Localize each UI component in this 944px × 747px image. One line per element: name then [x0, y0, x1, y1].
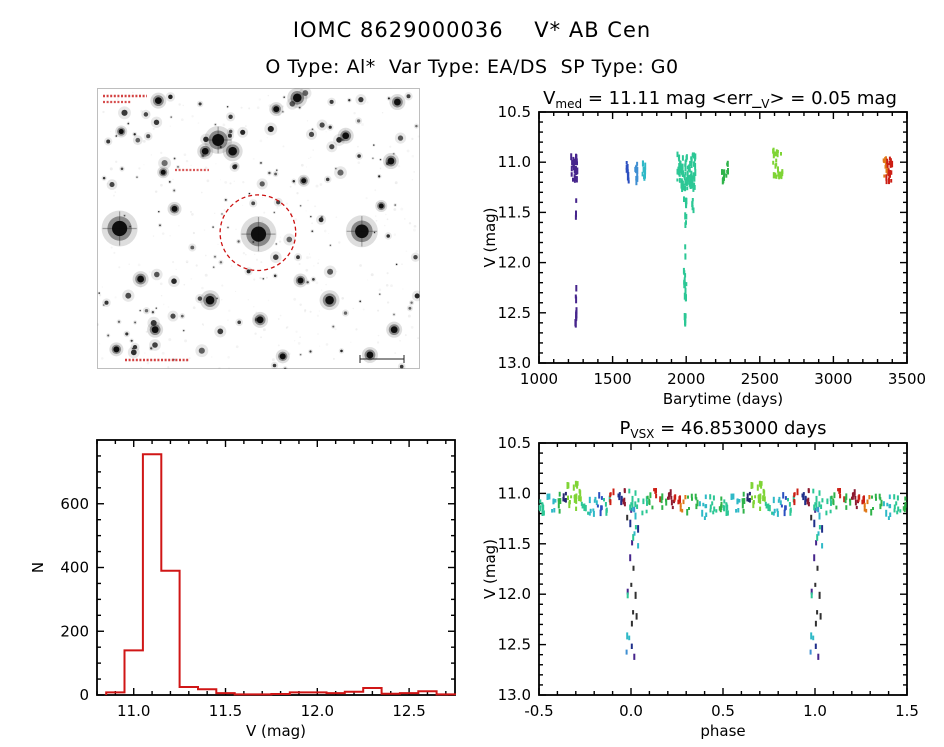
svg-text:11.0: 11.0 [117, 702, 150, 720]
svg-text:3500: 3500 [888, 370, 926, 388]
lightcurve-points [570, 147, 894, 328]
svg-text:1.0: 1.0 [803, 702, 827, 720]
svg-text:0.0: 0.0 [619, 702, 643, 720]
svg-text:N: N [29, 562, 47, 573]
svg-text:2500: 2500 [741, 370, 779, 388]
svg-text:13.0: 13.0 [498, 686, 531, 704]
svg-text:V (mag): V (mag) [481, 207, 499, 267]
svg-text:600: 600 [60, 495, 89, 513]
svg-text:11.0: 11.0 [498, 484, 531, 502]
svg-text:400: 400 [60, 559, 89, 577]
svg-text:13.0: 13.0 [498, 354, 531, 372]
svg-text:11.5: 11.5 [209, 702, 242, 720]
svg-text:V (mag): V (mag) [246, 722, 306, 740]
svg-text:12.5: 12.5 [498, 636, 531, 654]
svg-text:10.5: 10.5 [498, 103, 531, 121]
svg-text:10.5: 10.5 [498, 434, 531, 452]
svg-text:Barytime (days): Barytime (days) [663, 390, 783, 408]
axes: 1000 1500 2000 2500 3000 3500 10.5 11.0 11.5 12.0… [481, 103, 926, 408]
star-field [97, 88, 420, 369]
phase-curve-title: PVSX = 46.853000 days [619, 418, 827, 441]
phase-curve-plot: -0.5 0.0 0.5 1.0 1.5 10.5 11.0 11.5 12.0 12.5 13.0… [481, 434, 919, 740]
svg-text:phase: phase [700, 722, 745, 740]
svg-text:2000: 2000 [667, 370, 705, 388]
axes: -0.5 0.0 0.5 1.0 1.5 10.5 11.0 11.5 12.0 12.5 13.0… [481, 434, 919, 740]
magnitude-histogram-plot: 11.0 11.5 12.0 12.5 0 200 400 600 V (mag) N [29, 439, 456, 740]
svg-text:11.5: 11.5 [498, 203, 531, 221]
svg-text:12.0: 12.0 [498, 585, 531, 603]
lightcurve-plot: 1000 1500 2000 2500 3000 3500 10.5 11.0 11.5 12.0… [481, 103, 926, 408]
svg-text:-0.5: -0.5 [524, 702, 553, 720]
phase-points [538, 480, 907, 660]
svg-text:12.0: 12.0 [301, 702, 334, 720]
svg-text:11.0: 11.0 [498, 153, 531, 171]
object-type-subtitle: O Type: Al* Var Type: EA/DS SP Type: G0 [265, 56, 679, 78]
svg-text:200: 200 [60, 622, 89, 640]
svg-text:11.5: 11.5 [498, 535, 531, 553]
finder-chart-image [97, 88, 420, 369]
svg-text:12.5: 12.5 [392, 702, 425, 720]
svg-text:0.5: 0.5 [711, 702, 735, 720]
histogram-outline [105, 453, 456, 696]
object-title: IOMC 8629000036 V* AB Cen [292, 18, 652, 42]
svg-text:12.5: 12.5 [498, 304, 531, 322]
svg-text:0: 0 [79, 686, 89, 704]
svg-text:V (mag): V (mag) [481, 539, 499, 599]
axes: 11.0 11.5 12.0 12.5 0 200 400 600 V (mag) N [29, 439, 456, 740]
svg-text:1.5: 1.5 [895, 702, 919, 720]
svg-text:12.0: 12.0 [498, 254, 531, 272]
svg-text:1000: 1000 [520, 370, 558, 388]
lightcurve-title: Vmed = 11.11 mag <err_V> = 0.05 mag [543, 88, 897, 111]
target-circle [219, 194, 297, 272]
svg-text:3000: 3000 [814, 370, 852, 388]
svg-text:1500: 1500 [594, 370, 632, 388]
